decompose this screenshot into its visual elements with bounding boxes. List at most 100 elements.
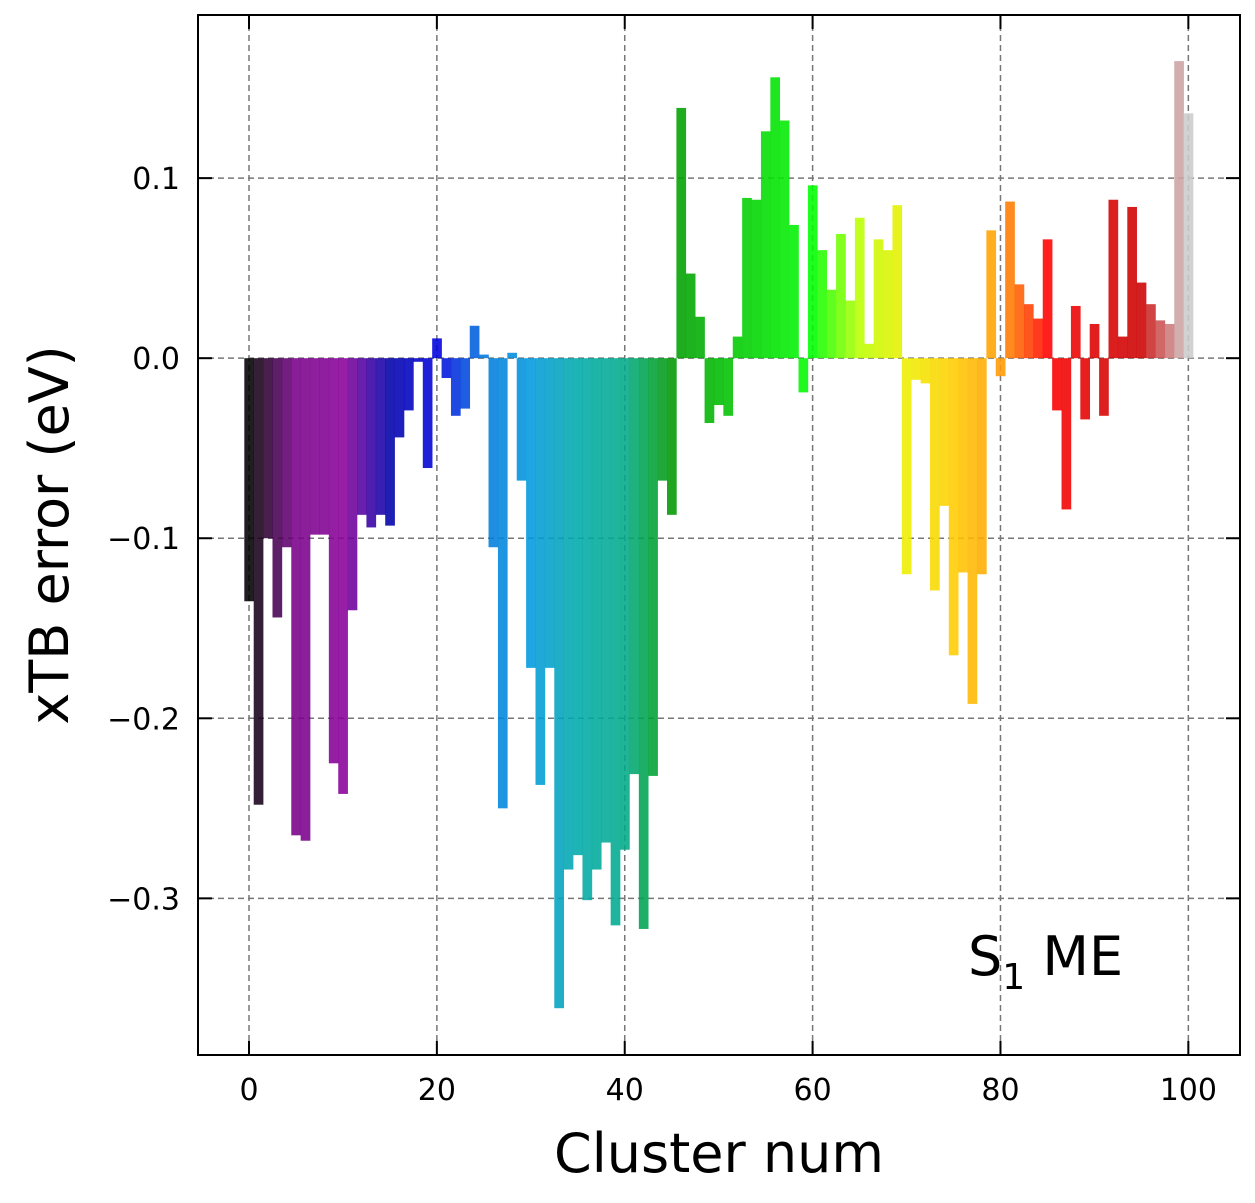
y-tick-label: 0.1 <box>132 162 180 197</box>
bar <box>253 358 264 805</box>
bar <box>1183 113 1194 359</box>
bar <box>760 131 771 359</box>
bar <box>1127 206 1137 359</box>
bar <box>479 354 489 359</box>
bar <box>535 358 546 785</box>
y-tick-label: 0.0 <box>132 342 180 377</box>
bar <box>319 358 330 535</box>
bar <box>394 358 405 438</box>
bar <box>300 358 311 841</box>
bar <box>450 358 461 416</box>
bar <box>1136 282 1147 359</box>
bar <box>291 358 301 836</box>
y-axis-label: xTB error (eV) <box>18 345 81 724</box>
bar <box>507 352 518 359</box>
bar <box>986 230 997 359</box>
bar <box>911 358 921 380</box>
x-tick-label: 40 <box>606 1073 644 1108</box>
bar <box>591 358 602 870</box>
bar <box>375 358 386 515</box>
y-tick-label: −0.1 <box>107 522 180 557</box>
bar <box>732 336 743 359</box>
bar <box>854 217 865 359</box>
bar <box>751 199 762 359</box>
bar <box>723 358 734 416</box>
bar <box>1164 323 1175 359</box>
bar <box>281 358 292 548</box>
x-tick-label: 0 <box>239 1073 258 1108</box>
bars <box>244 61 1194 1009</box>
bar <box>1005 201 1015 359</box>
ticks: 0 20 40 60 80 100 −0.3 −0.2 −0.1 0.0 0.1 <box>107 15 1240 1108</box>
bar <box>497 358 508 809</box>
bar <box>648 358 658 776</box>
bar <box>779 120 790 359</box>
bar <box>920 358 931 384</box>
bar <box>1023 304 1034 359</box>
bar <box>892 205 903 359</box>
bar <box>1117 336 1128 359</box>
bar <box>638 358 649 929</box>
x-tick-label: 60 <box>794 1073 832 1108</box>
bar <box>620 358 630 850</box>
bar <box>1174 61 1184 359</box>
bar <box>1052 358 1062 411</box>
bar <box>704 358 715 424</box>
bar <box>554 358 564 1009</box>
bar <box>742 197 752 359</box>
bar <box>460 358 471 409</box>
bar <box>995 358 1006 377</box>
bar <box>1042 239 1053 359</box>
annotation-base: S <box>968 925 1002 988</box>
bar <box>366 358 377 528</box>
bar <box>347 358 358 611</box>
bar <box>976 358 987 575</box>
bar <box>601 358 611 843</box>
bar <box>1033 318 1044 359</box>
annotation-sub: 1 <box>1002 957 1025 998</box>
bar <box>695 316 705 359</box>
bar <box>789 224 799 359</box>
bar <box>1061 358 1072 510</box>
bar <box>807 185 818 359</box>
bar <box>544 358 555 668</box>
annotation-rest: ME <box>1025 925 1123 988</box>
bar <box>441 358 452 378</box>
bar <box>1014 284 1025 359</box>
plot-frame <box>197 14 1241 1056</box>
bar <box>845 300 856 359</box>
annotation: S1 ME <box>968 925 1123 998</box>
x-axis-label: Cluster num <box>554 1122 884 1185</box>
x-tick-label: 80 <box>981 1073 1019 1108</box>
bar <box>657 358 668 481</box>
bar <box>244 358 255 602</box>
bar <box>263 358 273 539</box>
x-tick-label: 100 <box>1160 1073 1217 1108</box>
y-tick-label: −0.2 <box>107 702 180 737</box>
bar <box>610 358 621 926</box>
bar <box>272 358 283 618</box>
bar <box>582 358 593 901</box>
bar <box>864 343 874 359</box>
bar <box>1146 304 1156 359</box>
bar <box>1080 358 1091 420</box>
bar <box>676 107 687 359</box>
bar <box>563 358 574 870</box>
bar <box>1099 358 1109 416</box>
bar <box>685 273 696 359</box>
bar <box>310 358 320 535</box>
bar <box>1070 305 1081 359</box>
bar <box>930 358 940 591</box>
bar <box>413 358 424 362</box>
bar <box>873 239 884 359</box>
bar <box>1108 199 1119 359</box>
bar <box>526 358 536 668</box>
bar <box>629 358 640 775</box>
bar <box>939 358 950 506</box>
bar <box>338 358 348 794</box>
bar <box>1155 320 1166 359</box>
bar <box>403 358 414 411</box>
bar <box>958 358 968 573</box>
bar <box>901 358 912 575</box>
